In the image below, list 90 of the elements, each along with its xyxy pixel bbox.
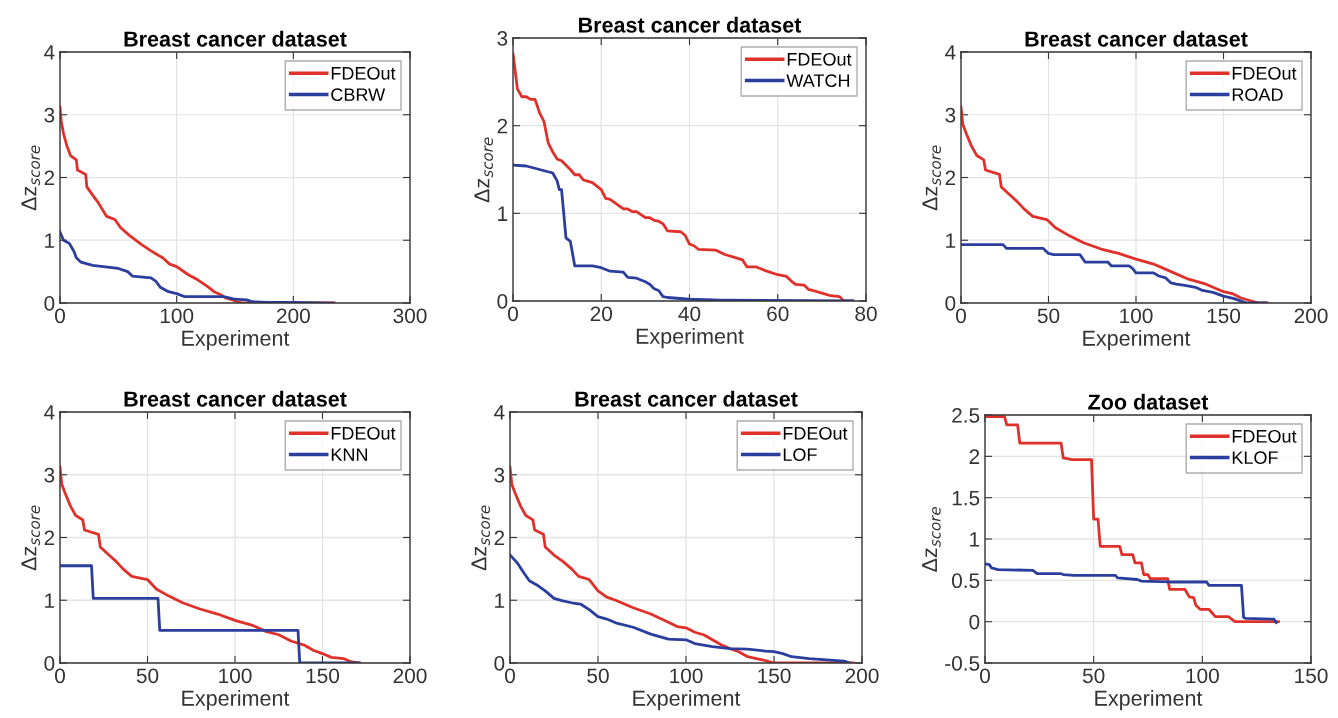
x-axis-title: Experiment: [636, 328, 744, 349]
x-tick-label: 40: [678, 306, 701, 322]
y-tick-label: 1: [45, 593, 55, 608]
y-axis-title: Δz$_{score}$: [471, 505, 491, 571]
y-tick-label: 2: [44, 530, 55, 546]
x-tick-label: 100: [1120, 308, 1153, 324]
x-tick-label: 200: [393, 668, 427, 684]
x-tick-label: 150: [306, 668, 340, 684]
chart-title: Breast cancer dataset: [124, 30, 347, 47]
y-tick-label: 1: [946, 233, 956, 248]
y-tick-label: 2: [945, 170, 956, 186]
x-tick-label: 100: [1186, 668, 1219, 684]
x-tick-label: 0: [980, 668, 990, 684]
line-series: [60, 465, 361, 663]
y-tick-label: 3: [497, 31, 508, 46]
x-tick-label: 150: [758, 668, 791, 684]
y-tick-label: 0: [44, 656, 55, 671]
y-tick-label: 2.5: [952, 408, 980, 423]
y-tick-label: 2: [969, 449, 980, 464]
legend-label: FDEOut: [783, 426, 848, 440]
x-tick-label: 60: [767, 306, 789, 322]
y-tick-label: 1: [495, 593, 505, 608]
x-axis-title: Experiment: [1083, 330, 1191, 351]
y-tick-label: 2: [494, 530, 505, 546]
x-axis-title: Experiment: [1095, 690, 1203, 711]
legend-label: FDEOut: [1232, 429, 1297, 443]
x-tick-label: 0: [55, 668, 65, 684]
y-tick-label: 1: [45, 233, 55, 248]
x-axis-title: Experiment: [182, 330, 290, 351]
x-tick-label: 20: [590, 306, 613, 322]
x-tick-label: 150: [1295, 668, 1328, 684]
y-tick-label: 0: [494, 656, 505, 671]
y-tick-label: 0: [945, 296, 956, 311]
y-axis-title: Δz$_{score}$: [922, 145, 942, 211]
y-tick-label: 4: [494, 405, 505, 420]
chart-title: Zoo dataset: [1088, 393, 1209, 410]
x-axis-title: Experiment: [633, 690, 741, 711]
x-tick-label: 200: [845, 668, 879, 684]
x-tick-label: 50: [587, 668, 609, 684]
x-tick-label: 100: [160, 308, 194, 324]
x-tick-label: 100: [670, 668, 703, 684]
y-tick-label: 4: [44, 45, 55, 60]
x-tick-label: 300: [393, 308, 427, 324]
y-tick-label: 2: [44, 170, 55, 186]
y-tick-label: 1.5: [952, 490, 980, 506]
y-tick-label: 3: [44, 467, 55, 483]
y-tick-label: 2: [497, 118, 508, 134]
legend-label: WATCH: [786, 74, 850, 88]
legend-label: CBRW: [331, 88, 386, 102]
x-tick-label: 100: [219, 668, 252, 684]
y-tick-label: 4: [44, 405, 55, 420]
chart-title: Breast cancer dataset: [1025, 30, 1248, 47]
y-axis-title: Δz$_{score}$: [21, 505, 41, 571]
legend-label: FDEOut: [1232, 66, 1297, 80]
y-axis-title: Δz$_{score}$: [474, 137, 494, 203]
y-tick-label: 0.5: [951, 573, 980, 589]
legend-label: FDEOut: [331, 66, 396, 80]
y-tick-label: 0: [497, 294, 508, 309]
x-tick-label: 80: [855, 306, 877, 322]
legend-label: ROAD: [1232, 88, 1283, 102]
line-series: [510, 553, 852, 663]
legend-label: KLOF: [1232, 451, 1278, 465]
y-tick-label: 4: [945, 45, 956, 60]
y-tick-label: 1: [498, 206, 508, 221]
x-tick-label: 0: [55, 308, 65, 324]
legend-label: FDEOut: [787, 52, 852, 66]
y-tick-label: 0: [44, 296, 55, 311]
x-tick-label: 50: [136, 668, 159, 684]
y-axis-title: Δz$_{score}$: [922, 506, 941, 572]
x-tick-label: 200: [1294, 308, 1328, 324]
y-tick-label: 3: [44, 107, 55, 123]
y-tick-label: 3: [945, 107, 956, 123]
x-tick-label: 150: [1207, 308, 1241, 324]
x-axis-title: Experiment: [182, 690, 290, 711]
y-tick-label: -0.5: [945, 656, 980, 671]
x-tick-label: 50: [1082, 668, 1105, 684]
chart-title: Breast cancer dataset: [575, 390, 798, 407]
chart-title: Breast cancer dataset: [579, 16, 802, 33]
legend-label: KNN: [331, 448, 367, 461]
legend-label: LOF: [783, 448, 817, 462]
y-tick-label: 1: [970, 532, 980, 547]
chart-title: Breast cancer dataset: [124, 390, 347, 407]
x-tick-label: 200: [277, 308, 310, 324]
x-tick-label: 0: [508, 306, 518, 322]
y-axis-title: Δz$_{score}$: [21, 145, 41, 211]
line-series: [985, 562, 1278, 624]
y-tick-label: 0: [969, 614, 980, 630]
y-tick-label: 3: [494, 467, 505, 483]
legend-label: FDEOut: [331, 426, 396, 440]
x-tick-label: 50: [1037, 308, 1060, 324]
